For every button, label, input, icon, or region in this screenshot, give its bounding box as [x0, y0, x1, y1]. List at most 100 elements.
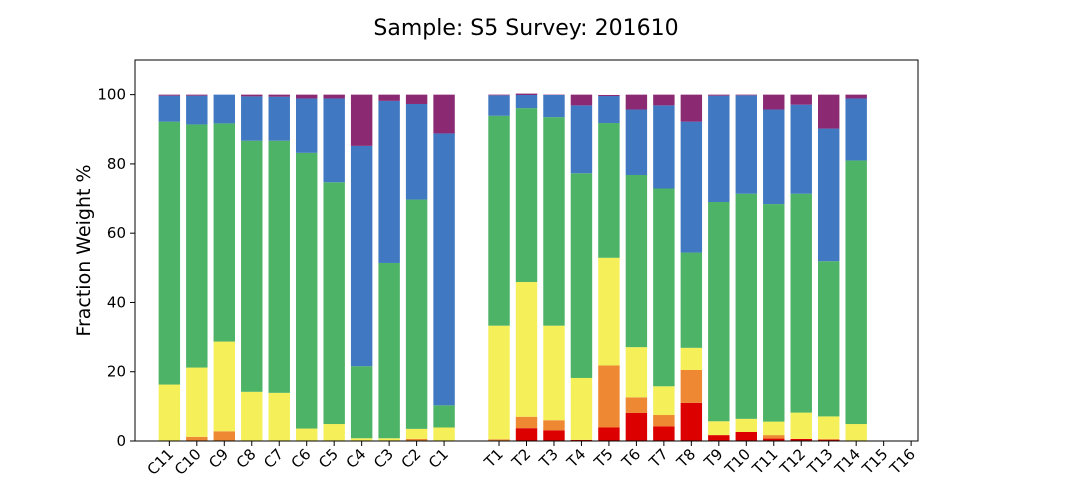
bar-segment — [818, 439, 840, 441]
bar-segment — [818, 128, 840, 262]
bar-segment — [680, 370, 703, 403]
bar-segment — [763, 109, 785, 205]
bar-segment — [735, 418, 757, 432]
x-tick-label: T3 — [535, 445, 562, 472]
bar-segment — [543, 325, 565, 421]
x-tick-label: T2 — [508, 445, 535, 472]
bar-segment — [625, 397, 648, 413]
bar-segment — [818, 438, 840, 440]
bar-segment — [708, 202, 730, 422]
bar-segment — [515, 108, 538, 283]
bar-segment — [433, 94, 455, 134]
bar-segment — [213, 123, 235, 342]
bar-segment — [405, 428, 428, 439]
bar-segment — [405, 199, 428, 429]
bar-segment — [488, 115, 510, 326]
x-tick-label: T5 — [590, 445, 617, 472]
bar-segment — [625, 174, 648, 348]
x-tick-label: C1 — [425, 445, 452, 472]
bar-segment — [296, 98, 318, 153]
x-tick-label: T15 — [858, 445, 891, 478]
bar-segment — [763, 435, 785, 439]
bar-segment — [653, 94, 675, 106]
bars-group — [158, 93, 867, 441]
bar-segment — [790, 193, 812, 413]
bar-segment — [378, 100, 400, 263]
bar-segment — [735, 431, 757, 441]
bar-segment — [845, 94, 867, 99]
x-tick-label: C7 — [260, 445, 287, 472]
bar-segment — [158, 384, 181, 441]
bar-segment — [598, 94, 620, 97]
bar-segment — [433, 133, 455, 406]
bar-segment — [845, 160, 867, 425]
x-tick-label: C9 — [205, 445, 232, 472]
x-tick-label: T6 — [618, 445, 645, 472]
bar-segment — [241, 140, 263, 392]
bar-segment — [543, 94, 565, 118]
bar-segment — [186, 95, 208, 125]
x-tick-label: T16 — [886, 445, 919, 478]
bar-segment — [158, 121, 181, 385]
bar-segment — [570, 439, 593, 441]
bar-segment — [735, 95, 757, 194]
bar-segment — [653, 415, 675, 427]
bar-segment — [845, 98, 867, 161]
y-tick-label: 20 — [107, 363, 126, 381]
x-tick-label: T14 — [831, 445, 864, 478]
bar-segment — [680, 252, 703, 348]
bar-segment — [845, 424, 867, 441]
bar-segment — [378, 262, 400, 439]
bar-segment — [323, 98, 345, 183]
bar-segment — [790, 412, 812, 439]
x-tick-label: T8 — [672, 445, 699, 472]
bar-segment — [625, 412, 648, 441]
x-tick-label: T13 — [803, 445, 836, 478]
x-tick-label: T9 — [700, 445, 727, 472]
bar-segment — [625, 94, 648, 110]
bar-segment — [653, 188, 675, 387]
bar-segment — [405, 438, 428, 441]
bar-segment — [708, 94, 730, 96]
bar-segment — [763, 204, 785, 422]
bar-segment — [378, 94, 400, 101]
bar-segment — [653, 105, 675, 189]
bar-segment — [598, 257, 620, 366]
bar-segment — [763, 94, 785, 110]
x-tick-label: C2 — [398, 445, 425, 472]
bar-segment — [818, 261, 840, 417]
bar-segment — [405, 94, 428, 104]
bar-segment — [570, 377, 593, 440]
y-axis: 0 20 40 60 80 100 — [97, 86, 135, 450]
bar-segment — [790, 104, 812, 194]
bar-segment — [790, 94, 812, 105]
bar-segment — [515, 93, 538, 95]
bar-segment — [488, 94, 510, 96]
bar-segment — [515, 428, 538, 441]
bar-segment — [268, 96, 290, 141]
y-tick-label: 60 — [107, 224, 126, 242]
bar-segment — [186, 367, 208, 437]
bar-segment — [186, 124, 208, 368]
x-tick-label: C5 — [315, 445, 342, 472]
bar-segment — [296, 94, 318, 99]
bar-segment — [680, 347, 703, 370]
bar-segment — [818, 94, 840, 129]
bar-segment — [598, 427, 620, 441]
bar-segment — [186, 436, 208, 441]
y-axis-label: Fraction Weight % — [73, 164, 95, 336]
bar-segment — [625, 109, 648, 175]
y-tick-label: 80 — [107, 155, 126, 173]
bar-segment — [296, 152, 318, 429]
bar-segment — [515, 282, 538, 417]
bar-segment — [296, 428, 318, 441]
x-tick-label: T11 — [748, 445, 781, 478]
y-tick-label: 0 — [116, 432, 126, 450]
bar-segment — [350, 438, 373, 441]
bar-segment — [763, 438, 785, 441]
bar-segment — [323, 182, 345, 425]
bar-segment — [818, 416, 840, 439]
bar-segment — [680, 121, 703, 253]
bar-segment — [186, 94, 208, 96]
